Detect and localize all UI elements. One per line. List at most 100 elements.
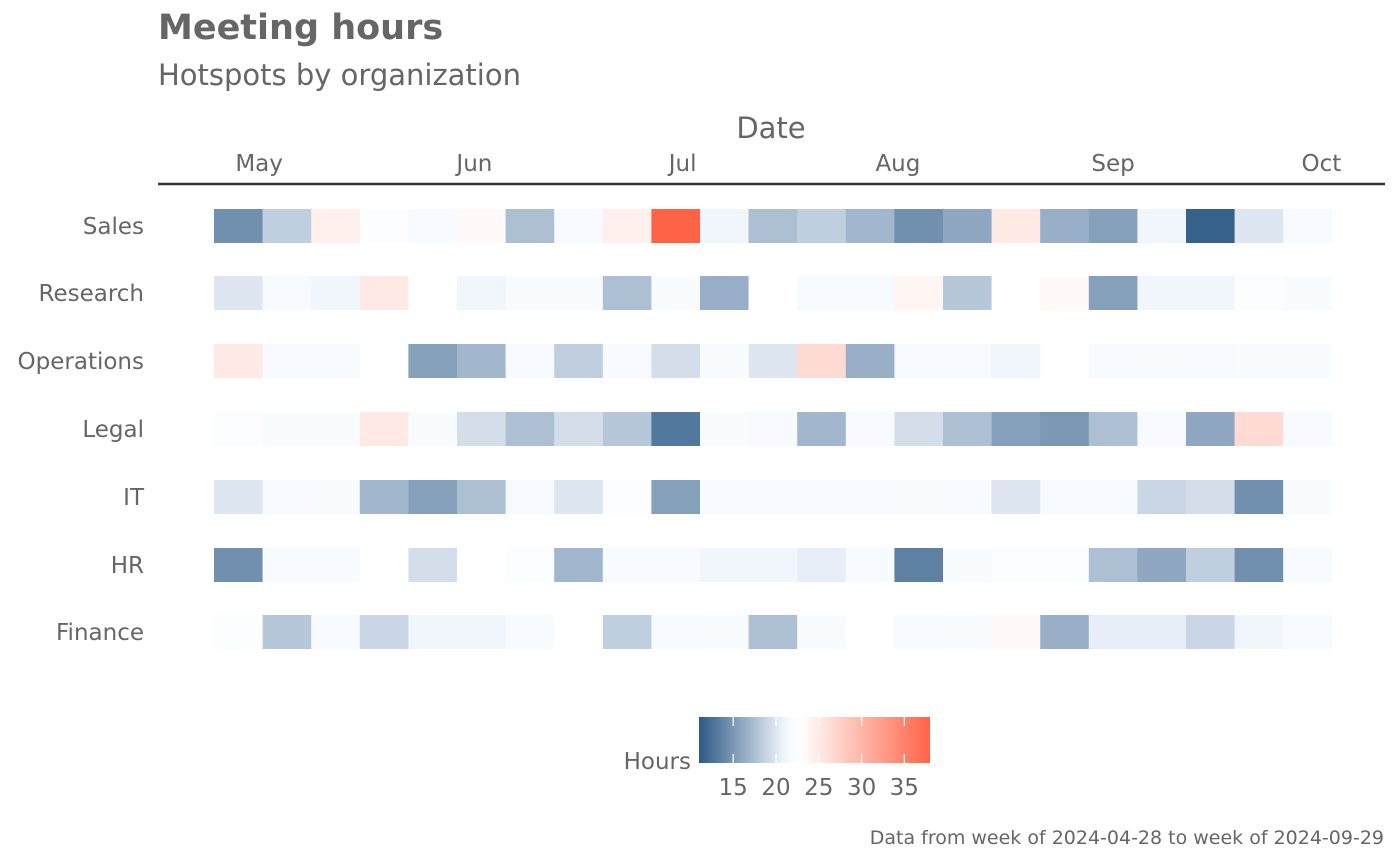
heatmap-cell [651,276,701,310]
heatmap-cell [991,344,1041,378]
heatmap-cell [359,548,409,582]
heatmap-cell [505,615,555,649]
heatmap-cell [700,209,749,243]
row-label: IT [123,485,145,511]
heatmap-cell [262,344,312,378]
heatmap-cell [748,480,798,514]
heatmap-cell [1234,480,1284,514]
heatmap-cell [797,344,847,378]
heatmap-cell [311,209,361,243]
heatmap-cell [894,615,944,649]
heatmap-cell [1040,548,1090,582]
heatmap-cell [651,344,701,378]
heatmap-cell [505,209,555,243]
heatmap-cell [262,412,312,446]
heatmap-cell [554,615,604,649]
heatmap-cell [797,480,847,514]
heatmap-cell [262,209,312,243]
heatmap-cell [797,615,847,649]
heatmap-cell [700,480,749,514]
heatmap-cell [1186,615,1235,649]
heatmap-cell [1283,276,1333,310]
heatmap-cell [554,548,604,582]
heatmap-cell [1186,480,1235,514]
heatmap-cell [1088,480,1138,514]
heatmap-cell [602,412,652,446]
x-axis: Date May Jun Jul Aug Sep Oct [158,111,1385,186]
heatmap-cell [311,344,361,378]
heatmap-cell [1088,276,1138,310]
heatmap-cell [1137,209,1187,243]
x-tick-label: Sep [1091,151,1134,177]
heatmap-cell [602,480,652,514]
heatmap-cell [845,548,895,582]
heatmap-cell [408,480,458,514]
heatmap-cell [894,276,944,310]
heatmap-cell [1040,615,1090,649]
heatmap-cell [602,276,652,310]
heatmap-cell [408,344,458,378]
heatmap-cell [651,480,701,514]
heatmap-cell [1137,548,1187,582]
heatmap-cell [943,412,992,446]
heatmap-cell [845,412,895,446]
heatmap-cell [359,480,409,514]
heatmap-cell [748,412,798,446]
heatmap-cell [1088,615,1138,649]
heatmap-cell [505,548,555,582]
heatmap-cell [408,412,458,446]
heatmap-cell [894,480,944,514]
heatmap-cell [700,615,749,649]
heatmap-cell [214,548,263,582]
heatmap-cell [214,276,263,310]
heatmap-cell [311,412,361,446]
heatmap-cell [1088,412,1138,446]
heatmap-cell [1283,615,1333,649]
heatmap-cell [359,615,409,649]
heatmap-cell [1088,344,1138,378]
heatmap-cell [1186,209,1235,243]
heatmap-cell [1234,548,1284,582]
heatmap-cell [700,548,749,582]
heatmap-cell [991,615,1041,649]
heatmap-cell [554,209,604,243]
heatmap-cell [894,548,944,582]
heatmap-cell [359,344,409,378]
heatmap-cell [505,412,555,446]
heatmap-cell [845,276,895,310]
heatmap-cell [214,344,263,378]
heatmap-cell [1137,615,1187,649]
heatmap-cell [602,209,652,243]
heatmap-cell [700,276,749,310]
heatmap-cell [311,480,361,514]
heatmap-cell [214,480,263,514]
heatmap-cell [1234,615,1284,649]
heatmap-cell [554,480,604,514]
legend-tick-label: 20 [761,775,790,801]
x-tick-label: Jul [667,151,697,177]
heatmap-cell [262,615,312,649]
heatmap-cell [602,344,652,378]
heatmap-cell [1040,480,1090,514]
row-labels: Sales Research Operations Legal IT HR Finance [18,214,145,646]
heatmap-cell [943,615,992,649]
heatmap-cell [651,209,701,243]
heatmap-cell [457,548,506,582]
row-label: Legal [82,417,144,443]
heatmap-cell [311,615,361,649]
heatmap-cell [408,209,458,243]
legend-tick-label: 25 [804,775,833,801]
heatmap-cell [1234,412,1284,446]
heatmap-cell [262,548,312,582]
heatmap-cell [1088,209,1138,243]
heatmap-cell [1234,344,1284,378]
chart-subtitle: Hotspots by organization [158,58,521,92]
heatmap-cell [408,615,458,649]
heatmap-cell [748,344,798,378]
heatmap-cell [359,412,409,446]
x-tick-label: Oct [1302,151,1342,177]
heatmap-cell [359,276,409,310]
heatmap-cell [845,209,895,243]
heatmap-cell [1283,412,1333,446]
